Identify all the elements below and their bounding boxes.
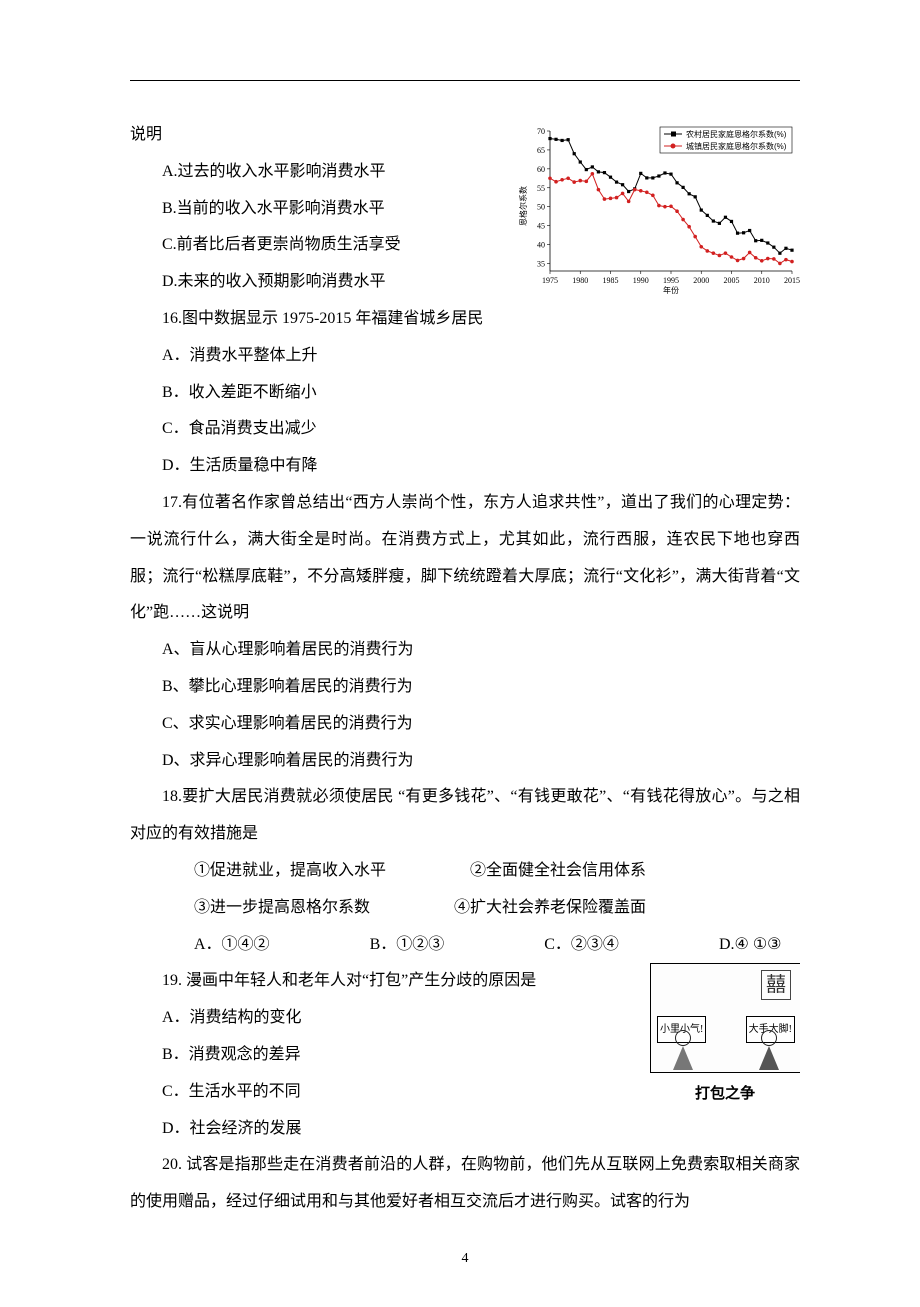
svg-text:1980: 1980 xyxy=(572,276,588,285)
svg-text:40: 40 xyxy=(537,241,545,250)
svg-text:2015: 2015 xyxy=(784,276,800,285)
legend-rural: 农村居民家庭恩格尔系数(%) xyxy=(686,129,787,139)
q17-option-d: D、求异心理影响着居民的消费行为 xyxy=(130,743,800,780)
svg-text:55: 55 xyxy=(537,184,545,193)
q18-n2: ②全面健全社会信用体系 xyxy=(438,853,646,890)
svg-text:65: 65 xyxy=(537,146,545,155)
q18-option-a: A．①④② xyxy=(162,927,270,964)
svg-text:50: 50 xyxy=(537,203,545,212)
engel-chart: 农村居民家庭恩格尔系数(%) 城镇居民家庭恩格尔系数(%) 35 40 45 50 55… xyxy=(510,121,800,301)
q18-stem: 18.要扩大居民消费就必须使居民 “有更多钱花”、“有钱更敢花”、“有钱花得放心… xyxy=(130,779,800,853)
x-axis-label: 年份 xyxy=(663,285,679,295)
double-happiness-icon: 囍 xyxy=(761,970,791,1000)
q18-n3: ③进一步提高恩格尔系数 xyxy=(162,890,370,927)
q18-row2: ③进一步提高恩格尔系数 ④扩大社会养老保险覆盖面 xyxy=(130,890,800,927)
q18-n4: ④扩大社会养老保险覆盖面 xyxy=(422,890,646,927)
svg-text:45: 45 xyxy=(537,222,545,231)
svg-text:1990: 1990 xyxy=(633,276,649,285)
exam-page: 农村居民家庭恩格尔系数(%) 城镇居民家庭恩格尔系数(%) 35 40 45 50 55… xyxy=(0,0,920,1307)
q16-option-b: B．收入差距不断缩小 xyxy=(130,375,800,412)
q17-option-b: B、攀比心理影响着居民的消费行为 xyxy=(130,669,800,706)
q18-option-b: B．①②③ xyxy=(338,927,445,964)
q16-option-d: D．生活质量稳中有降 xyxy=(130,448,800,485)
q17-option-a: A、盲从心理影响着居民的消费行为 xyxy=(130,632,800,669)
svg-text:1975: 1975 xyxy=(542,276,558,285)
q18-option-c: C．②③④ xyxy=(512,927,619,964)
svg-text:35: 35 xyxy=(537,259,545,268)
q16-option-c: C．食品消费支出减少 xyxy=(130,411,800,448)
engel-chart-svg: 农村居民家庭恩格尔系数(%) 城镇居民家庭恩格尔系数(%) 35 40 45 50 55… xyxy=(510,121,800,301)
q16-option-a: A．消费水平整体上升 xyxy=(130,338,800,375)
cartoon-caption: 打包之争 xyxy=(650,1077,800,1112)
q18-option-d: D.④ ①③ xyxy=(687,927,782,964)
cartoon: 囍 小里小气! 大手大脚! 打包之争 xyxy=(650,963,800,1112)
legend-urban: 城镇居民家庭恩格尔系数(%) xyxy=(686,141,787,151)
y-axis-label: 恩格尔系数 xyxy=(518,186,528,226)
svg-text:1995: 1995 xyxy=(663,276,679,285)
svg-text:70: 70 xyxy=(537,127,545,136)
page-number: 4 xyxy=(130,1251,800,1267)
q17-option-c: C、求实心理影响着居民的消费行为 xyxy=(130,706,800,743)
q17-stem: 17.有位著名作家曾总结出“西方人崇尚个性，东方人追求共性”，道出了我们的心理定… xyxy=(130,485,800,632)
q16-stem: 16.图中数据显示 1975-2015 年福建省城乡居民 xyxy=(130,301,800,338)
svg-text:2005: 2005 xyxy=(724,276,740,285)
q18-n1: ①促进就业，提高收入水平 xyxy=(162,853,386,890)
header-rule xyxy=(130,80,800,81)
cartoon-box: 囍 小里小气! 大手大脚! xyxy=(650,963,800,1073)
q18-row1: ①促进就业，提高收入水平 ②全面健全社会信用体系 xyxy=(130,853,800,890)
svg-text:60: 60 xyxy=(537,165,545,174)
q19-option-d: D．社会经济的发展 xyxy=(130,1111,800,1148)
q20-stem: 20. 试客是指那些走在消费者前沿的人群，在购物前，他们先从互联网上免费索取相关… xyxy=(130,1147,800,1221)
svg-text:2000: 2000 xyxy=(693,276,709,285)
figure-young-icon xyxy=(755,1030,783,1070)
content: 农村居民家庭恩格尔系数(%) 城镇居民家庭恩格尔系数(%) 35 40 45 50 55… xyxy=(130,117,800,1221)
svg-text:2010: 2010 xyxy=(754,276,770,285)
figure-elder-icon xyxy=(669,1030,697,1070)
svg-text:1985: 1985 xyxy=(603,276,619,285)
q18-options: A．①④② B．①②③ C．②③④ D.④ ①③ xyxy=(130,927,800,964)
